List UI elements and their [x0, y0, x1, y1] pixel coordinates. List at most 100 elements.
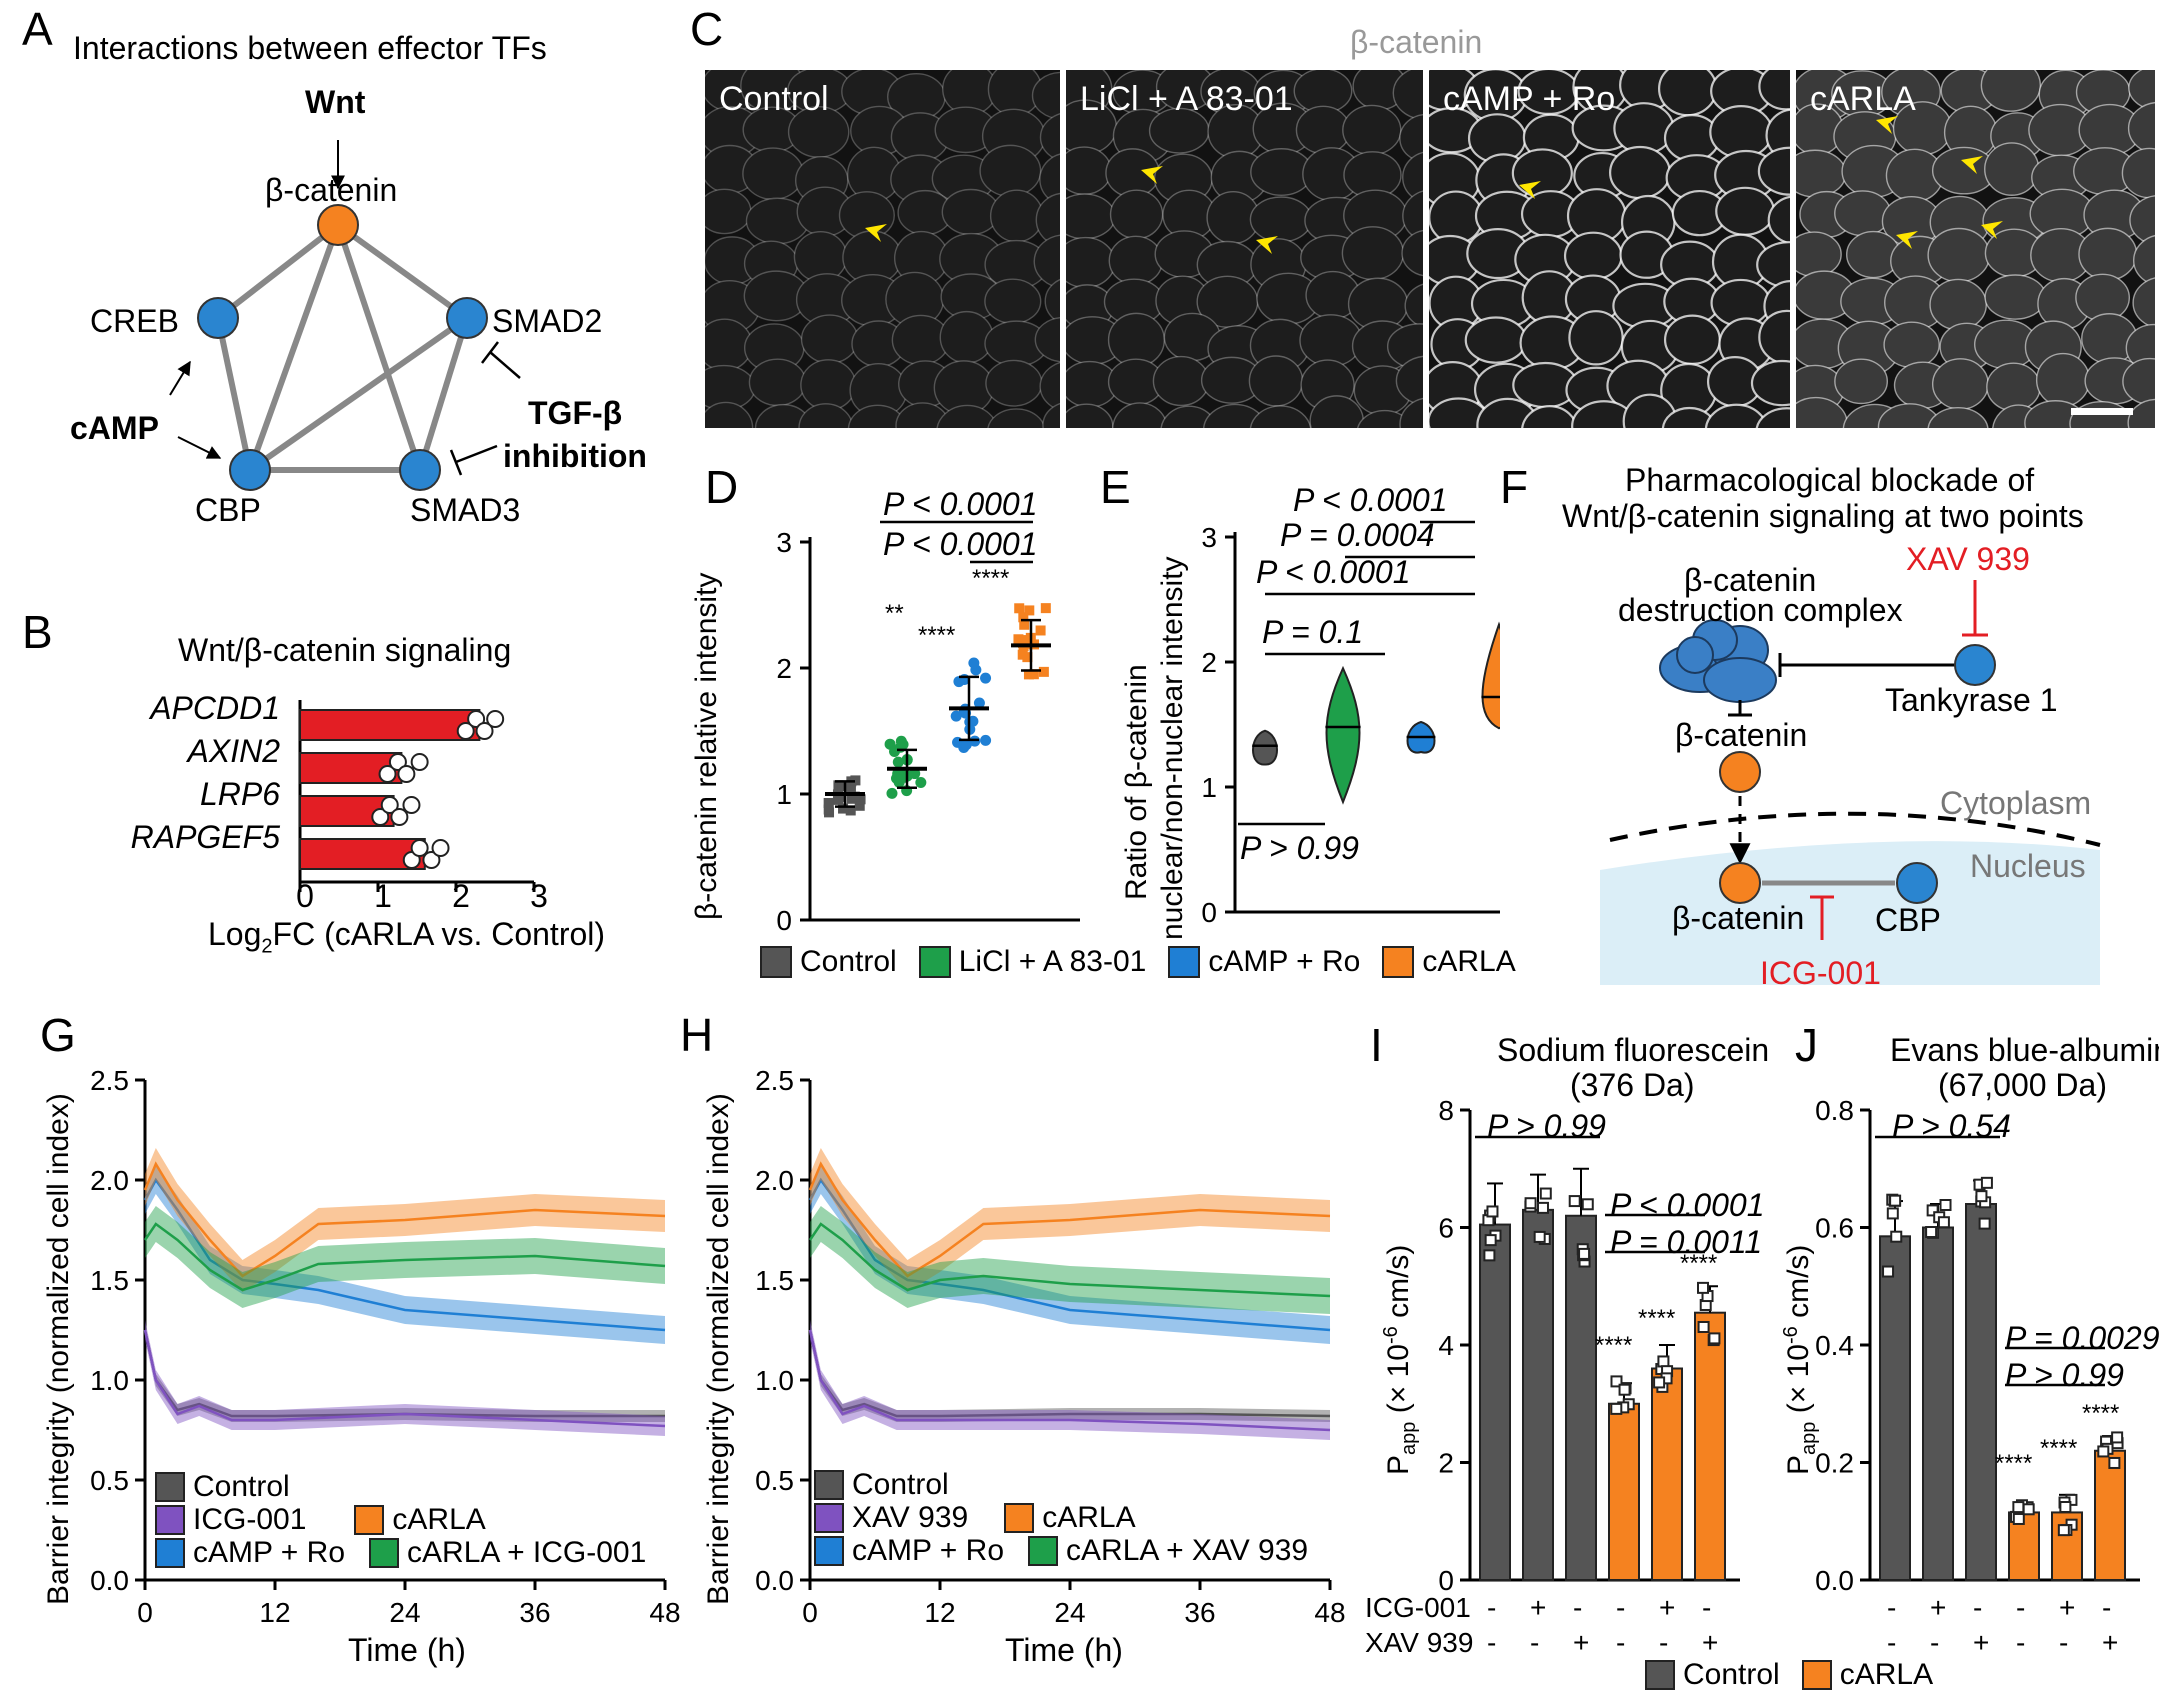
cell [2035, 352, 2091, 408]
d-point [915, 776, 927, 788]
b-point [410, 753, 429, 771]
panel-label-c: C [690, 3, 724, 55]
icg-sign: + [1659, 1592, 1676, 1623]
i-point [1697, 1281, 1710, 1294]
cell [1796, 231, 1842, 278]
h-legend: Control XAV 939 cARLA cAMP + Ro cARLA + … [814, 1468, 1308, 1567]
cell [984, 278, 1042, 325]
xav-sign: + [1702, 1627, 1719, 1658]
g-line [143, 1329, 665, 1418]
xav-sign: - [1659, 1627, 1669, 1658]
cell [2132, 277, 2155, 329]
cell [2128, 70, 2155, 112]
arrowhead [1981, 221, 2003, 239]
d-point [886, 787, 898, 799]
g-line [143, 1161, 666, 1278]
i-point [1657, 1355, 1670, 1368]
cell [1984, 274, 2047, 320]
camp-label: cAMP [70, 410, 159, 446]
cell [1931, 358, 1989, 410]
j-bar [1922, 1226, 1954, 1581]
legend-carla: cARLA [1422, 945, 1516, 978]
i-ytick-label: 8 [1438, 1095, 1454, 1126]
e-ylabel-2: nuclear/non-nuclear intensity [1156, 556, 1189, 940]
cell [979, 144, 1042, 198]
h-ytick-label: 0.0 [755, 1565, 794, 1596]
cell [2127, 101, 2155, 155]
j-star-3: **** [2082, 1400, 2120, 1427]
h-line [808, 1161, 1331, 1278]
h-ylabel: Barrier integrity (normalized cell index… [702, 1093, 735, 1605]
panel-b-chart [298, 700, 536, 892]
cell [754, 403, 813, 428]
j-bar [2094, 1449, 2126, 1581]
panel-label-h: H [680, 1009, 714, 1061]
j-point [1926, 1204, 1939, 1217]
i-point [1697, 1320, 1710, 1333]
e-violin [1325, 665, 1361, 805]
i-star-1: **** [1595, 1332, 1633, 1359]
e-violin [1481, 621, 1500, 730]
e-p5: P > 0.99 [1240, 830, 1359, 866]
i-point [1610, 1402, 1623, 1415]
bcatenin-node [317, 204, 359, 246]
cell [936, 404, 999, 428]
cell [1883, 321, 1940, 369]
cell [800, 314, 859, 364]
panel-label-e: E [1100, 461, 1131, 513]
g-legend-carla-icg: cARLA + ICG-001 [407, 1536, 647, 1569]
cbp-node [229, 449, 271, 491]
cell [1613, 102, 1675, 155]
j-point [1975, 1190, 1988, 1203]
j-ylabel: Papp (× 10-6 cm/s) [1780, 1244, 1820, 1475]
h-ytick-label: 0.5 [755, 1465, 794, 1496]
panel-label-d: D [705, 461, 739, 513]
j-point [2012, 1512, 2025, 1525]
i-ytick-label: 4 [1438, 1330, 1454, 1361]
i-title-2: (376 Da) [1570, 1067, 1695, 1103]
j-point [2022, 1503, 2035, 1516]
h-band [810, 1206, 1330, 1314]
i-star-2: **** [1638, 1305, 1676, 1332]
cell [847, 404, 908, 428]
cell [1031, 71, 1060, 120]
j-bar [1965, 1203, 1997, 1581]
h-line [808, 1177, 1331, 1332]
cell [989, 189, 1044, 243]
e-p1: P < 0.0001 [1293, 482, 1448, 518]
gene-lrp6: LRP6 [199, 776, 280, 812]
cell [1757, 146, 1790, 196]
xav-sign: - [1616, 1627, 1626, 1658]
cell [1709, 105, 1774, 159]
bcatenin-cyto-node [1719, 751, 1761, 793]
xav-sign: - [2059, 1627, 2069, 1658]
smad3-node [399, 449, 441, 491]
d-point [1024, 605, 1035, 616]
d-point [950, 710, 962, 722]
xav-sign: + [2102, 1627, 2119, 1658]
i-point [1536, 1201, 1549, 1214]
cell [1112, 402, 1168, 428]
icg-sign: - [1973, 1592, 1983, 1623]
g-ytick-label: 1.0 [90, 1365, 129, 1396]
panel-label-f: F [1500, 461, 1529, 513]
g-band [145, 1324, 665, 1422]
i-ytick-label: 2 [1438, 1448, 1454, 1479]
i-p2: P < 0.0001 [1610, 1187, 1765, 1223]
g-line [143, 1177, 666, 1332]
b-xtick-1: 1 [374, 878, 392, 914]
d-point [855, 794, 866, 805]
xav-sign: - [2016, 1627, 2026, 1658]
i-point [1484, 1234, 1497, 1247]
h-xtick-label: 12 [924, 1597, 955, 1628]
gene-apcdd1: APCDD1 [150, 690, 280, 726]
i-point [1483, 1249, 1496, 1262]
cell [2129, 195, 2155, 246]
h-legend-camp: cAMP + Ro [852, 1534, 1005, 1567]
icg-sign: - [1487, 1592, 1497, 1623]
d-point [1040, 603, 1051, 614]
xav-sign: + [1573, 1627, 1590, 1658]
d-point [1014, 603, 1025, 614]
cell [1108, 235, 1164, 286]
xav-sign: - [1887, 1627, 1897, 1658]
